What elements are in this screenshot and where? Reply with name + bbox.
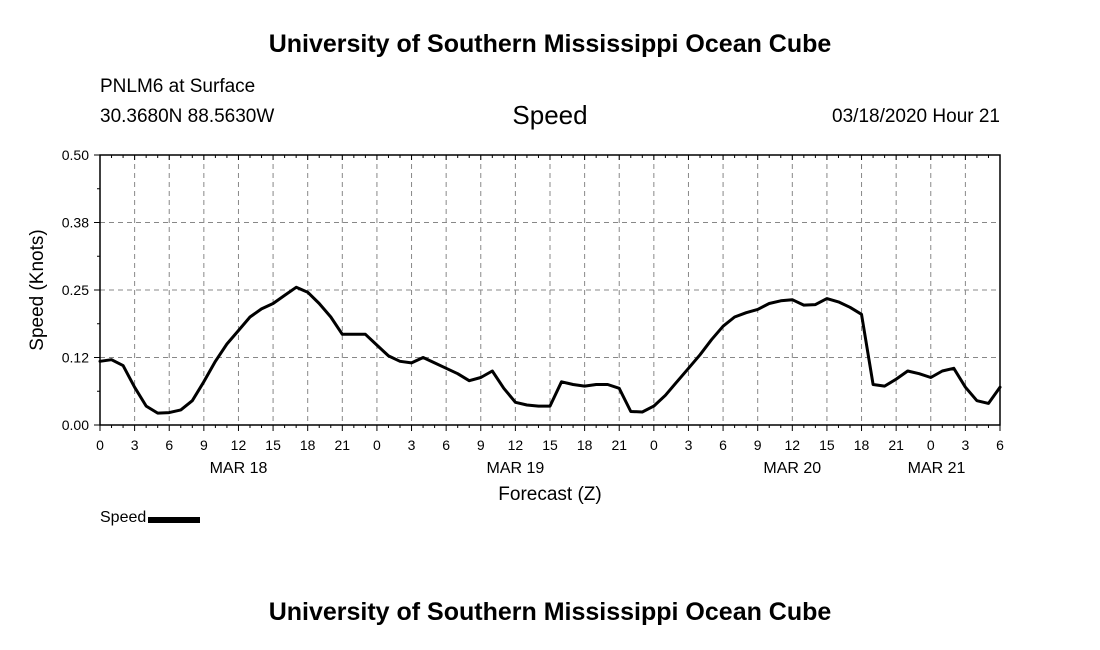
y-tick-label: 0.12	[62, 350, 89, 366]
grid-lines	[100, 155, 1000, 425]
x-tick-label: 18	[300, 437, 316, 453]
date-label: MAR 21	[908, 460, 966, 477]
x-tick-label: 9	[477, 437, 485, 453]
axes: 0.00 0.12 0.25 0.38 0.50 0 3 6 9 12 15 18 21 0 3 6 9 12 15…	[62, 147, 1004, 477]
x-tick-label: 18	[854, 437, 870, 453]
y-tick-label: 0.25	[62, 282, 89, 298]
station-label: PNLM6 at Surface	[100, 76, 256, 97]
x-tick-label: 21	[335, 437, 351, 453]
x-tick-label: 6	[996, 437, 1004, 453]
page-title: University of Southern Mississippi Ocean…	[268, 30, 832, 58]
date-label: MAR 20	[763, 460, 821, 477]
x-tick-label: 3	[961, 437, 969, 453]
plot-frame	[99, 154, 1001, 426]
x-tick-label: 15	[265, 437, 281, 453]
coordinates-label: 30.3680N 88.5630W	[100, 106, 275, 127]
series-line-speed	[98, 285, 1002, 415]
y-axis-label: Speed (Knots)	[27, 229, 48, 350]
x-tick-label: 15	[819, 437, 835, 453]
x-tick-label: 3	[131, 437, 139, 453]
x-tick-label: 18	[577, 437, 593, 453]
x-tick-label: 3	[685, 437, 693, 453]
x-tick-label: 21	[888, 437, 904, 453]
footer-title: University of Southern Mississippi Ocean…	[268, 598, 832, 626]
x-tick-label: 15	[542, 437, 558, 453]
x-tick-label: 0	[96, 437, 104, 453]
x-axis-label: Forecast (Z)	[498, 484, 601, 505]
x-tick-label: 6	[442, 437, 450, 453]
legend-label: Speed	[100, 509, 147, 526]
x-tick-label: 0	[650, 437, 658, 453]
x-tick-label: 9	[200, 437, 208, 453]
x-tick-label: 9	[754, 437, 762, 453]
x-tick-label: 21	[611, 437, 627, 453]
date-label: MAR 19	[486, 460, 544, 477]
x-tick-label: 0	[373, 437, 381, 453]
legend: Speed	[100, 509, 201, 527]
x-tick-label: 12	[508, 437, 524, 453]
y-tick-label: 0.50	[62, 147, 89, 163]
x-tick-label: 0	[927, 437, 935, 453]
x-tick-label: 12	[785, 437, 801, 453]
x-tick-label: 3	[408, 437, 416, 453]
x-tick-label: 12	[231, 437, 247, 453]
date-hour-label: 03/18/2020 Hour 21	[832, 106, 1000, 127]
y-tick-label: 0.38	[62, 215, 89, 231]
legend-line-swatch	[148, 517, 201, 523]
date-label: MAR 18	[210, 460, 268, 477]
x-tick-label: 6	[165, 437, 173, 453]
y-tick-label: 0.00	[62, 417, 89, 433]
chart-title: Speed	[512, 100, 588, 130]
series	[98, 285, 1002, 415]
x-tick-label: 6	[719, 437, 727, 453]
